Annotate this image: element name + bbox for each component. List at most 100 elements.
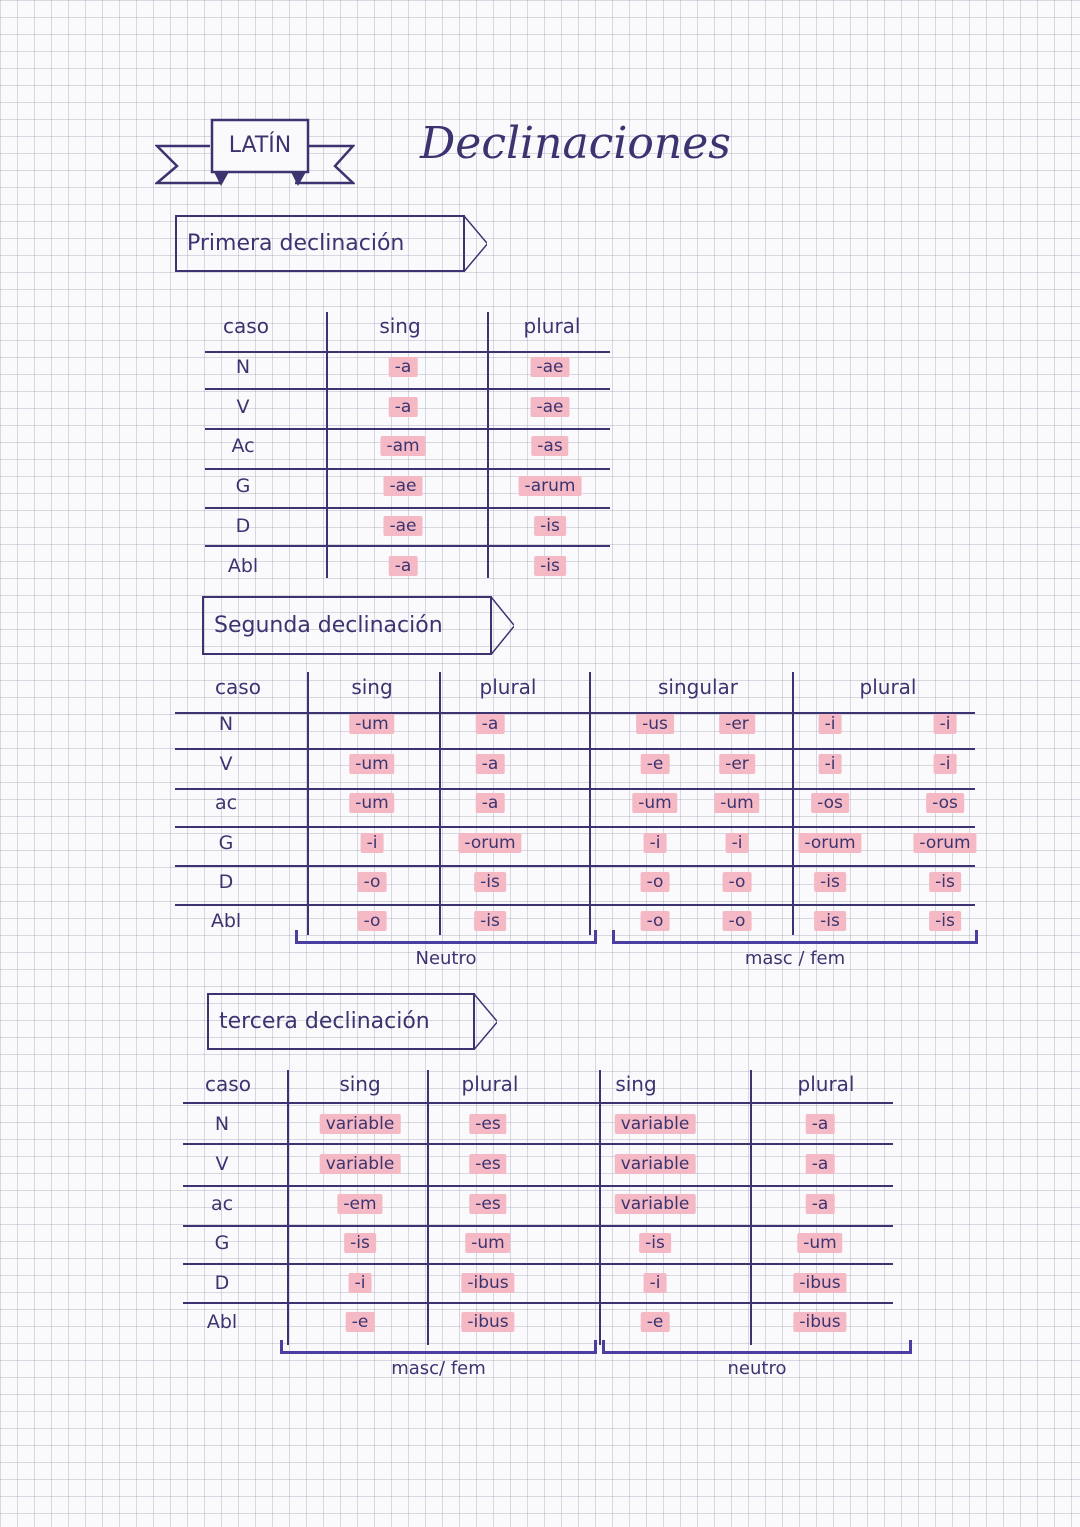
ending-cell: -is [534, 516, 566, 536]
ending-cell: variable [614, 1114, 696, 1134]
row-divider [175, 748, 975, 750]
ending-cell: -um [714, 793, 760, 813]
ending-cell: -ibus [461, 1273, 515, 1293]
column-header: caso [223, 314, 269, 338]
row-divider [175, 788, 975, 790]
column-header: plural [479, 675, 537, 699]
row-divider [183, 1302, 893, 1304]
ending-cell: -i [818, 754, 842, 774]
ending-cell: -o [640, 911, 670, 931]
ending-cell: -a [388, 357, 418, 377]
section-title-primera: Primera declinación [175, 215, 487, 272]
ending-cell: -es [469, 1154, 507, 1174]
group-label: masc / fem [744, 948, 846, 969]
case-label: N [235, 356, 251, 378]
column-divider [599, 1070, 601, 1345]
ending-cell: -i [643, 1273, 667, 1293]
latin-tag: LATÍN [228, 133, 292, 158]
ending-cell: -is [639, 1233, 671, 1253]
ending-cell: -o [722, 872, 752, 892]
ending-cell: -a [475, 754, 505, 774]
group-label: neutro [727, 1358, 787, 1379]
ending-cell: -orum [458, 833, 522, 853]
row-divider [175, 712, 975, 714]
row-divider [205, 507, 610, 509]
case-label: V [215, 1153, 229, 1175]
ending-cell: -um [797, 1233, 843, 1253]
group-bracket [280, 1340, 597, 1354]
group-bracket [295, 930, 597, 944]
column-divider [427, 1070, 429, 1345]
ending-cell: -ibus [461, 1312, 515, 1332]
row-divider [175, 904, 975, 906]
case-label: G [235, 475, 251, 497]
ending-cell: -is [929, 911, 961, 931]
case-label: G [218, 832, 234, 854]
ending-cell: -is [474, 911, 506, 931]
row-divider [183, 1102, 893, 1104]
ending-cell: -us [636, 714, 674, 734]
ending-cell: -o [640, 872, 670, 892]
ending-cell: -is [474, 872, 506, 892]
ending-cell: -e [640, 754, 670, 774]
column-divider [307, 672, 309, 935]
section-title-segunda: Segunda declinación [202, 596, 514, 655]
row-divider [205, 545, 610, 547]
case-label: G [214, 1232, 230, 1254]
ribbon-icon [153, 118, 357, 186]
column-divider [487, 312, 489, 578]
column-header: caso [215, 675, 261, 699]
ending-cell: -ibus [793, 1312, 847, 1332]
group-bracket [602, 1340, 912, 1354]
column-divider [326, 312, 328, 578]
case-label: N [218, 713, 234, 735]
ending-cell: variable [614, 1154, 696, 1174]
group-bracket [612, 930, 978, 944]
row-divider [205, 388, 610, 390]
ending-cell: -a [475, 793, 505, 813]
column-header: plural [523, 314, 581, 338]
column-divider [439, 672, 441, 935]
row-divider [183, 1263, 893, 1265]
ending-cell: -a [805, 1114, 835, 1134]
ending-cell: -er [719, 714, 755, 734]
case-label: V [236, 396, 250, 418]
ending-cell: -i [933, 714, 957, 734]
case-label: V [219, 753, 233, 775]
ending-cell: -is [534, 556, 566, 576]
case-label: D [235, 515, 251, 537]
ending-cell: -arum [518, 476, 582, 496]
case-label: Abl [206, 1311, 238, 1333]
case-label: ac [210, 1193, 234, 1215]
case-label: ac [214, 792, 238, 814]
ending-cell: -is [929, 872, 961, 892]
group-label: Neutro [415, 948, 477, 969]
ending-cell: -e [345, 1312, 375, 1332]
ending-cell: -er [719, 754, 755, 774]
row-divider [175, 826, 975, 828]
column-divider [589, 672, 591, 935]
ending-cell: -e [640, 1312, 670, 1332]
ending-cell: -es [469, 1194, 507, 1214]
case-label: D [214, 1272, 230, 1294]
ending-cell: -ae [383, 516, 423, 536]
column-header: plural [797, 1072, 855, 1096]
ending-cell: -os [811, 793, 849, 813]
column-divider [750, 1070, 752, 1345]
ending-cell: -ibus [793, 1273, 847, 1293]
row-divider [205, 351, 610, 353]
ending-cell: -um [632, 793, 678, 813]
ending-cell: -um [349, 714, 395, 734]
case-label: D [218, 871, 234, 893]
ending-cell: -i [725, 833, 749, 853]
column-header: sing [615, 1072, 657, 1096]
ending-cell: -a [388, 556, 418, 576]
ending-cell: -a [805, 1194, 835, 1214]
case-label: N [214, 1113, 230, 1135]
column-header: sing [351, 675, 393, 699]
ending-cell: -i [643, 833, 667, 853]
ending-cell: -ae [530, 357, 570, 377]
row-divider [205, 428, 610, 430]
case-label: Abl [227, 555, 259, 577]
latin-ribbon: LATÍN [153, 118, 357, 188]
